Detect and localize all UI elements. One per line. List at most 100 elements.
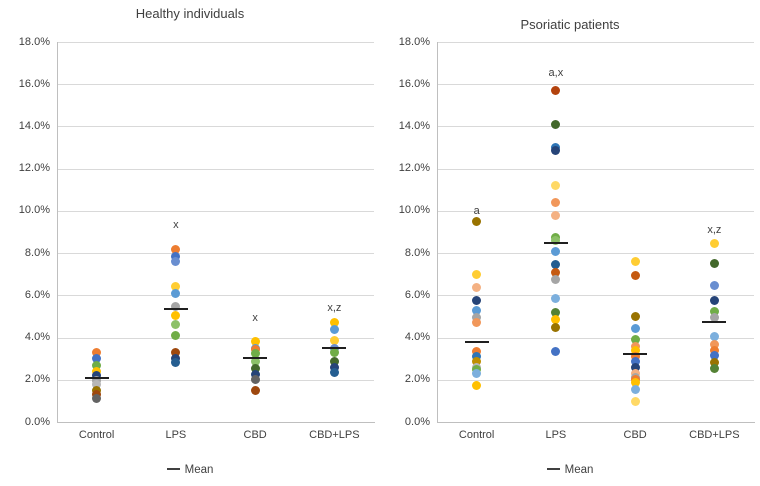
gridline: [437, 42, 754, 43]
y-tick-label: 2.0%: [404, 373, 430, 386]
mean-line: [702, 320, 727, 323]
data-point: [472, 283, 482, 293]
mean-line: [623, 353, 648, 356]
y-tick-label: 12.0%: [398, 162, 430, 175]
x-axis-label: CBD+LPS: [309, 429, 360, 441]
data-point: [551, 181, 561, 191]
data-point: [551, 294, 561, 303]
data-point: [551, 267, 561, 277]
gridline: [437, 295, 754, 297]
data-point: [171, 302, 181, 312]
data-point: [630, 397, 640, 407]
y-tick-label: 18.0%: [398, 35, 430, 48]
data-point: [630, 352, 640, 362]
gridline: [437, 168, 754, 170]
data-point: [709, 340, 719, 350]
data-point: [709, 351, 719, 360]
y-tick-label: 4.0%: [24, 331, 50, 344]
data-point: [92, 347, 102, 357]
data-point: [551, 275, 561, 284]
gridline: [437, 337, 754, 339]
gridline: [57, 337, 374, 339]
data-point: [472, 318, 482, 328]
y-tick-label: 6.0%: [24, 288, 50, 301]
data-point: [630, 362, 640, 372]
data-point: [250, 337, 260, 347]
data-point: [329, 324, 339, 334]
data-point: [171, 288, 181, 298]
mean-line: [243, 356, 268, 359]
data-point: [551, 315, 561, 325]
data-point: [92, 354, 102, 364]
significance-annotation: a,x: [548, 66, 564, 79]
data-point: [630, 378, 640, 388]
data-point: [171, 282, 181, 292]
gridline: [437, 84, 754, 86]
data-point: [171, 358, 181, 368]
data-point: [551, 260, 561, 270]
data-point: [472, 346, 482, 356]
y-tick-label: 4.0%: [404, 331, 430, 344]
data-point: [472, 352, 482, 362]
data-point: [250, 363, 260, 373]
data-point: [551, 246, 561, 256]
x-axis-label: LPS: [165, 429, 187, 441]
y-tick-label: 16.0%: [398, 77, 430, 90]
x-axis-label: Control: [78, 429, 115, 441]
data-point: [551, 322, 561, 332]
significance-annotation: x: [173, 218, 179, 231]
chart-title: Healthy individuals: [135, 6, 245, 21]
data-point: [551, 307, 561, 317]
data-point: [709, 313, 719, 322]
data-point: [329, 367, 339, 377]
y-tick-label: 8.0%: [24, 246, 50, 259]
gridline: [57, 295, 374, 297]
data-point: [329, 362, 339, 372]
data-point: [472, 296, 482, 306]
data-point: [171, 245, 181, 255]
data-point: [472, 313, 482, 322]
y-tick-label: 8.0%: [404, 246, 430, 259]
data-point: [472, 357, 482, 367]
significance-annotation: x,z: [707, 223, 722, 236]
data-point: [250, 357, 260, 367]
chart-healthy-individuals: Healthy individuals Mean 0.0% 2.0% 4.0% 6.0…: [0, 6, 380, 476]
data-point: [709, 345, 719, 355]
x-axis-line: [57, 422, 375, 423]
x-axis-label: LPS: [545, 429, 567, 441]
y-axis-line: [437, 42, 438, 422]
chart-title: Psoriatic patients: [520, 17, 620, 32]
data-point: [171, 320, 181, 330]
data-point: [92, 379, 102, 389]
data-point: [92, 360, 102, 370]
data-point: [630, 357, 640, 367]
data-point: [551, 146, 561, 156]
data-point: [171, 330, 181, 340]
data-point: [551, 210, 561, 220]
y-tick-label: 0.0%: [404, 415, 430, 428]
data-point: [171, 257, 181, 267]
gridline: [57, 42, 374, 43]
y-tick-label: 14.0%: [18, 119, 50, 132]
data-point: [551, 346, 561, 356]
y-tick-label: 12.0%: [18, 162, 50, 175]
data-point: [329, 347, 339, 357]
data-point: [472, 305, 482, 315]
legend: Mean: [0, 464, 380, 476]
mean-line: [543, 241, 568, 244]
data-point: [709, 281, 719, 291]
data-point: [551, 197, 561, 207]
gridline: [57, 84, 374, 86]
y-tick-label: 10.0%: [398, 204, 430, 217]
mean-dash-icon: [166, 467, 180, 470]
data-point: [709, 363, 719, 373]
data-point: [630, 311, 640, 321]
x-axis-line: [437, 422, 755, 423]
data-point: [92, 371, 102, 381]
data-point: [92, 394, 102, 404]
gridline: [437, 379, 754, 381]
gridline: [437, 126, 754, 128]
x-axis-label: Control: [458, 429, 495, 441]
legend: Mean: [380, 464, 760, 476]
data-point: [329, 336, 339, 346]
